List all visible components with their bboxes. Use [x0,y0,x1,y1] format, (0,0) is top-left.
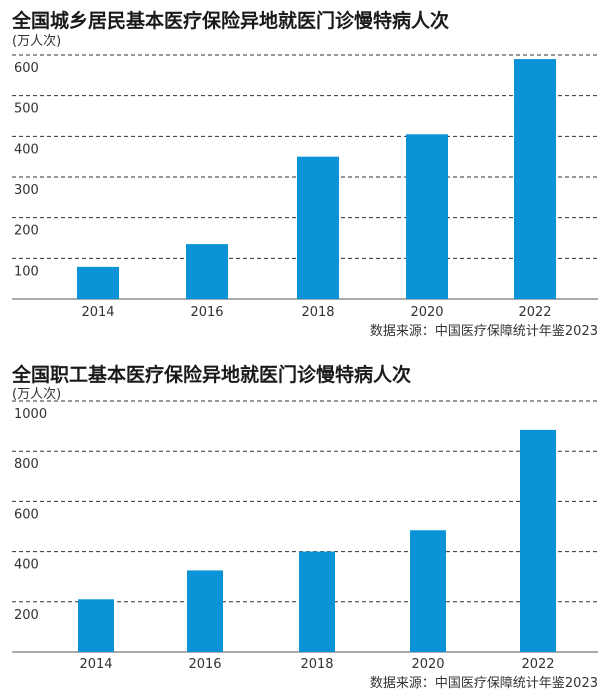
y-tick-label: 200 [14,224,39,239]
y-tick-label: 300 [14,183,39,198]
bar [299,551,335,652]
chart-panel-1: 全国城乡居民基本医疗保险异地就医门诊慢特病人次 (万人次) 100 200 300 4… [0,0,612,346]
bar [514,59,556,299]
x-tick-label: 2022 [518,305,551,320]
x-tick-label: 2020 [410,305,443,320]
unit-label: (万人次) [12,34,62,49]
bar [410,530,446,652]
x-tick-label: 2018 [300,657,333,672]
source-note: 数据来源：中国医疗保障统计年鉴2023 [369,324,598,339]
x-tick-label: 2020 [411,657,444,672]
x-tick-label: 2014 [79,657,112,672]
bar [186,244,228,299]
bar-chart-svg: 200 400 600 800 1000 2014 2016 2018 2020 2022 [12,400,598,672]
bar [187,570,223,652]
chart-panel-2: 全国职工基本医疗保险异地就医门诊慢特病人次 (万人次) 200 400 600 800… [0,354,612,694]
bar [406,134,448,299]
bar [297,156,339,299]
y-tick-label: 200 [14,608,39,623]
x-tick-label: 2016 [188,657,221,672]
x-tick-label: 2016 [190,305,223,320]
y-tick-label: 600 [14,507,39,522]
y-tick-label: 1000 [14,407,47,422]
source-note: 数据来源：中国医疗保障统计年鉴2023 [369,676,598,691]
x-tick-label: 2018 [301,305,334,320]
chart-title: 全国城乡居民基本医疗保险异地就医门诊慢特病人次 [12,10,450,32]
y-tick-label: 500 [14,102,39,117]
y-tick-label: 800 [14,457,39,472]
unit-label: (万人次) [12,387,62,402]
bar-chart-svg: 100 200 300 400 500 600 2014 2016 2018 2020 2022 [12,54,598,320]
bar [520,429,556,652]
y-tick-label: 600 [14,61,39,76]
y-tick-label: 400 [14,558,39,573]
bar [77,266,119,299]
x-tick-label: 2022 [521,657,554,672]
y-tick-label: 400 [14,142,39,157]
chart-title: 全国职工基本医疗保险异地就医门诊慢特病人次 [12,364,412,386]
bar [78,599,114,652]
x-tick-label: 2014 [81,305,114,320]
y-tick-label: 100 [14,264,39,279]
